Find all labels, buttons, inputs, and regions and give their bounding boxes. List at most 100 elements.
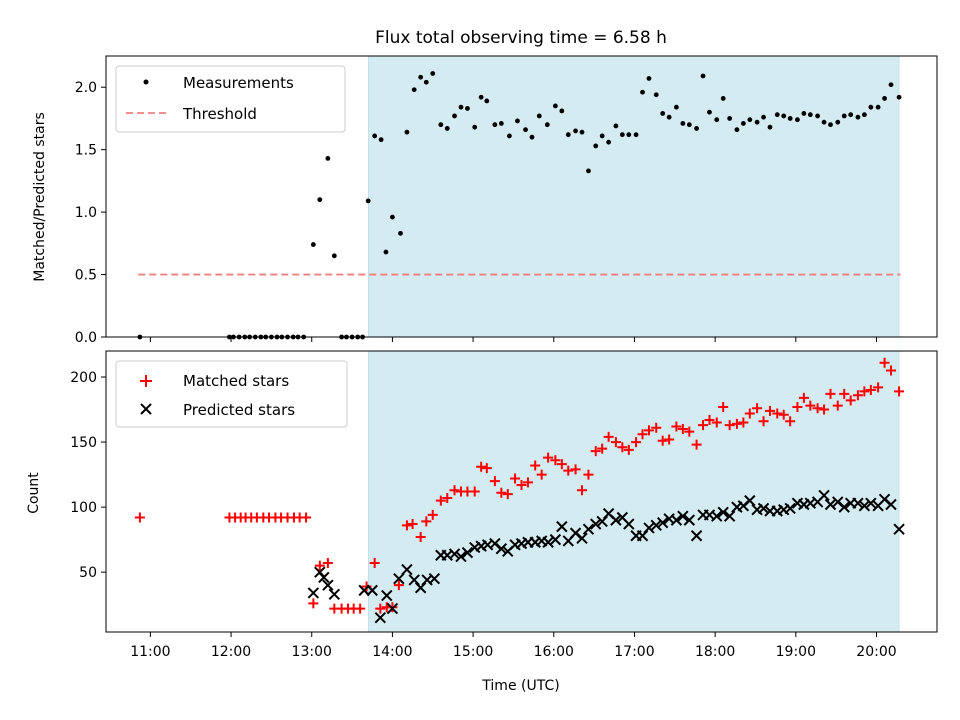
predicted-star-point (623, 518, 635, 530)
predicted-star-point (381, 589, 393, 602)
matched-star-point (401, 520, 412, 531)
measurement-point (565, 132, 571, 138)
measurement-point (398, 230, 403, 236)
measurement-point (828, 122, 833, 128)
matched-star-point (812, 403, 823, 414)
measurement-point (633, 132, 639, 138)
matched-star-point (886, 365, 897, 376)
matched-star-point (677, 424, 688, 435)
matched-star-point (738, 417, 749, 428)
matched-star-point (879, 357, 890, 368)
measurement-point (404, 129, 410, 135)
predicted-star-point (461, 546, 474, 559)
measurement-point (855, 114, 861, 120)
matched-star-point (134, 512, 145, 523)
measurement-point (606, 139, 612, 145)
top-shaded-region (367, 55, 900, 338)
measurement-point (795, 117, 800, 123)
measurement-point (707, 109, 712, 115)
measurement-point (536, 113, 542, 119)
matched-star-point (469, 486, 480, 497)
measurement-point (660, 111, 666, 116)
matched-star-point (597, 443, 608, 454)
measurement-point (714, 117, 720, 123)
top-y-tick-label: 2.0 (75, 80, 97, 96)
matched-star-point (798, 392, 809, 403)
bottom-y-ticks: 50 100 150 200 (70, 370, 106, 581)
measurement-point (841, 113, 847, 119)
measurement-points (137, 71, 902, 340)
bottom-legend: Matched stars Predicted stars (115, 360, 348, 428)
measurement-point (781, 113, 787, 119)
measurement-point (390, 214, 395, 220)
predicted-star-point (307, 587, 320, 599)
measurement-point (444, 126, 450, 131)
measurement-point (331, 253, 337, 259)
predicted-star-point (428, 572, 441, 585)
matched-star-point (536, 469, 547, 480)
chart-title: Flux total observing time = 6.58 h (375, 28, 667, 48)
matched-star-point (314, 560, 325, 571)
top-y-tick-label: 0.5 (75, 268, 97, 284)
measurement-point (821, 119, 827, 125)
matched-star-point (711, 417, 722, 428)
matched-star-point (718, 401, 729, 412)
measurement-point (378, 137, 384, 143)
predicted-star-point (328, 588, 341, 600)
matched-star-point (301, 512, 312, 523)
measurement-point (700, 73, 706, 79)
matched-star-point (623, 444, 634, 455)
matched-star-point (516, 479, 527, 490)
measurement-point (452, 113, 457, 119)
measurement-point (559, 108, 565, 114)
predicted-star-point (670, 514, 683, 526)
matched-star-point (442, 493, 453, 504)
measurement-point (807, 112, 813, 118)
x-tick-label: 12:00 (211, 644, 251, 660)
measurement-point (544, 122, 550, 128)
measurement-point (640, 89, 645, 95)
predicted-star-point (549, 533, 562, 546)
matched-star-point (852, 390, 863, 401)
bottom-y-axis-label: Count (26, 472, 42, 514)
matched-star-point (664, 434, 675, 445)
top-y-ticks: 0.0 0.5 1.0 1.5 2.0 (75, 80, 106, 346)
matched-star-point (308, 598, 319, 609)
measurement-point (896, 94, 902, 100)
x-tick-label: 15:00 (453, 644, 493, 660)
predicted-star-point (838, 501, 850, 513)
matched-star-point (839, 388, 850, 399)
measurement-point (586, 168, 591, 174)
predicted-star-point (656, 517, 669, 529)
measurement-point (423, 79, 429, 85)
bottom-x-ticks: 11:00 12:00 13:00 14:00 15:00 16:00 17:00 18:00… (130, 632, 897, 660)
measurement-point (734, 127, 740, 133)
matched-star-point (489, 476, 500, 487)
top-y-tick-label: 1.0 (75, 205, 97, 221)
predicted-star-point (865, 497, 877, 509)
top-x-ticks (149, 337, 877, 342)
matched-star-point (393, 580, 404, 591)
matched-star-point (731, 418, 742, 429)
measurement-point (593, 143, 599, 149)
matched-star-point (583, 469, 594, 480)
matched-star-point (556, 459, 567, 470)
measurement-point (848, 112, 854, 118)
measurement-point (465, 106, 470, 111)
measurement-point (411, 87, 417, 93)
matched-star-point (785, 416, 796, 427)
predicted-star-point (717, 506, 729, 519)
matched-star-point (724, 420, 735, 431)
matched-star-point (510, 473, 521, 484)
top-legend-box (115, 65, 346, 133)
matched-star-point (805, 400, 816, 411)
measurement-point (680, 121, 686, 126)
measurement-point (365, 198, 371, 204)
measurement-point (523, 127, 528, 133)
matched-star-point (476, 461, 487, 472)
measurement-point (383, 249, 389, 255)
measurement-point (882, 96, 887, 101)
matched-star-point (643, 425, 654, 436)
measurement-point (674, 104, 679, 110)
predicted-star-point (455, 550, 467, 563)
